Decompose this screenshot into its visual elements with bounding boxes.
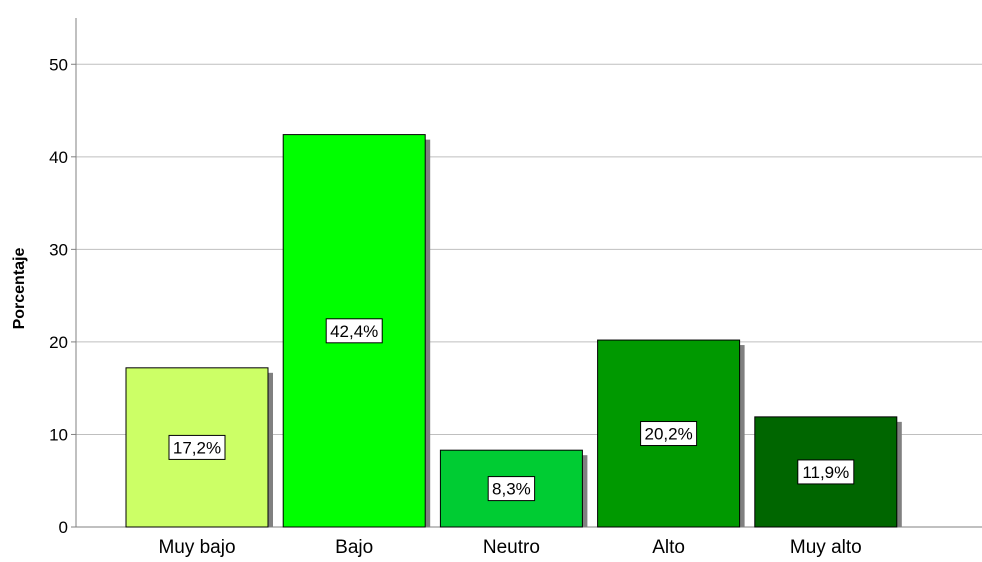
data-label: 42,4% [330, 322, 378, 341]
y-tick-label: 0 [59, 518, 68, 537]
y-tick-label: 30 [49, 240, 68, 259]
data-label-box [797, 459, 855, 485]
y-tick-label: 50 [49, 55, 68, 74]
data-label: 8,3% [492, 480, 531, 499]
data-label: 20,2% [644, 425, 692, 444]
data-label-box [325, 318, 383, 344]
x-tick-label: Muy bajo [158, 537, 235, 557]
data-label-box [487, 476, 536, 502]
y-tick-label: 20 [49, 333, 68, 352]
y-tick-labels: 0 10 20 30 40 50 [49, 55, 76, 537]
y-axis-label: Porcentaje [11, 247, 28, 329]
x-tick-label: Bajo [335, 537, 373, 557]
data-label: 11,9% [802, 463, 849, 482]
bars: 17,2% 42,4% 8,3% 20,2% 11,9% [125, 134, 902, 528]
x-tick-label: Alto [652, 537, 685, 557]
data-label: 17,2% [173, 438, 221, 457]
x-tick-labels: Muy bajo Bajo Neutro Alto Muy alto [158, 537, 862, 558]
y-tick-label: 10 [49, 425, 68, 444]
y-tick-label: 40 [49, 148, 68, 167]
x-tick-label: Muy alto [790, 537, 862, 557]
data-label-box [168, 434, 226, 460]
data-label-box [640, 421, 698, 447]
x-tick-label: Neutro [483, 537, 540, 557]
